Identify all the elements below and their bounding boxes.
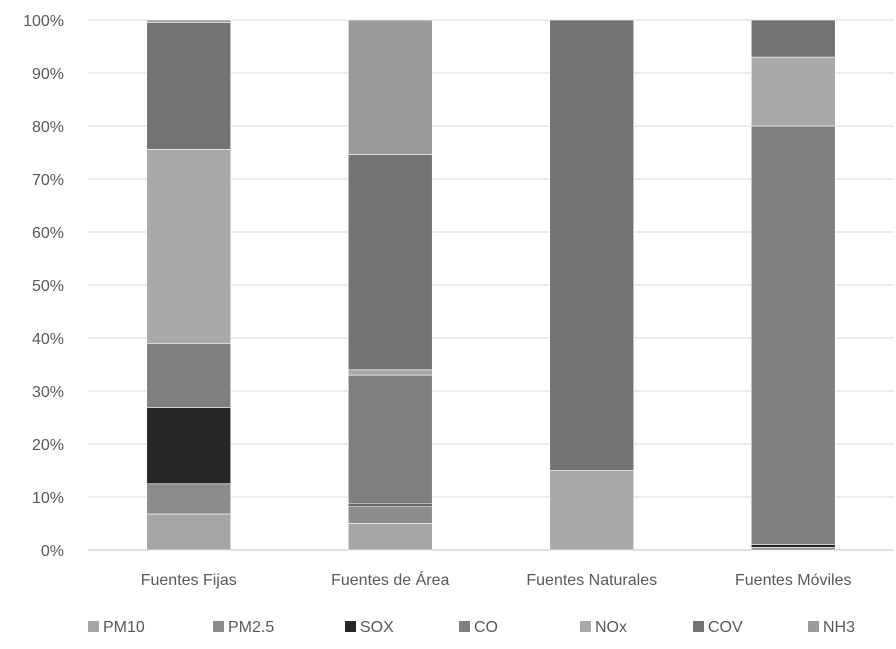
bar-segment-pm25 (750, 547, 836, 551)
y-tick-label: 90% (32, 66, 64, 83)
y-axis: 0% 10% 20% 30% 40% 50% 60% 70% 80% 90% 100% (23, 13, 64, 560)
y-tick-label: 60% (32, 225, 64, 242)
legend: PM10 PM2.5 SOX CO NOx COV NH3 (88, 619, 855, 636)
bar-segment-co (146, 342, 232, 408)
legend-swatch (693, 621, 704, 632)
y-tick-label: 50% (32, 278, 64, 295)
legend-label: PM2.5 (228, 619, 274, 636)
bar-segment-cov (750, 19, 836, 58)
legend-swatch (808, 621, 819, 632)
y-tick-label: 20% (32, 437, 64, 454)
y-tick-label: 70% (32, 172, 64, 189)
legend-swatch (345, 621, 356, 632)
bar-segment-nox (146, 149, 232, 344)
x-tick-label: Fuentes Fijas (141, 572, 237, 589)
y-tick-label: 40% (32, 331, 64, 348)
bar-segment-nox (549, 470, 635, 551)
bars (146, 19, 836, 551)
legend-swatch (88, 621, 99, 632)
bar-segment-pm25 (347, 505, 433, 524)
bar-segment-sox (347, 503, 433, 507)
legend-label: NOx (595, 619, 627, 636)
bar-segment-pm10 (347, 523, 433, 551)
legend-label: NH3 (823, 619, 855, 636)
bar-segment-nox (347, 369, 433, 376)
x-tick-label: Fuentes de Área (331, 570, 449, 589)
bar-segment-co (347, 374, 433, 505)
y-tick-label: 100% (23, 13, 64, 30)
x-axis: Fuentes Fijas Fuentes de Área Fuentes Natu… (141, 570, 852, 589)
legend-swatch (459, 621, 470, 632)
y-tick-label: 10% (32, 490, 64, 507)
legend-swatch (213, 621, 224, 632)
bar-segment-sox (146, 407, 232, 485)
x-tick-label: Fuentes Naturales (526, 572, 657, 589)
x-tick-label: Fuentes Móviles (735, 572, 852, 589)
bar-segment-cov (347, 154, 433, 371)
legend-swatch (580, 621, 591, 632)
bar-segment-sox (750, 544, 836, 548)
bar-segment-cov (146, 22, 232, 150)
legend-label: SOX (360, 619, 394, 636)
legend-label: COV (708, 619, 743, 636)
bar-segment-co (750, 125, 836, 546)
bar-segment-pm25 (146, 483, 232, 515)
bar-segment-nh3 (146, 19, 232, 23)
bar-segment-nh3 (347, 19, 433, 155)
y-tick-label: 80% (32, 119, 64, 136)
legend-label: PM10 (103, 619, 145, 636)
y-tick-label: 30% (32, 384, 64, 401)
bar-segment-pm10 (146, 513, 232, 551)
bar-segment-nox (750, 56, 836, 127)
y-tick-label: 0% (41, 543, 64, 560)
legend-label: CO (474, 619, 498, 636)
bar-segment-cov (549, 19, 635, 471)
